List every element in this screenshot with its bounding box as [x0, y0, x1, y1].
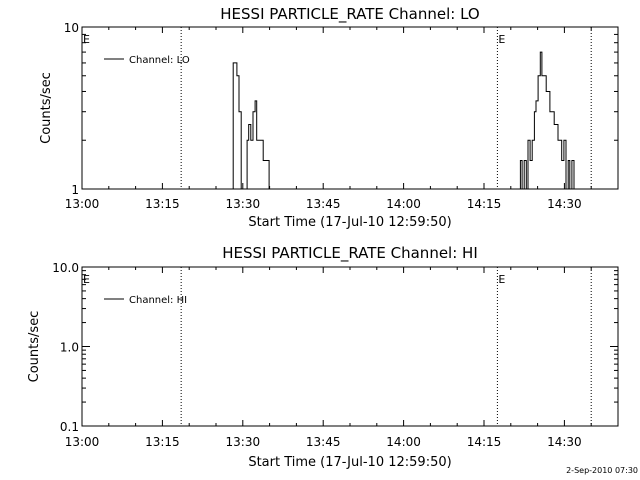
y-tick-label: 0.1	[60, 420, 79, 434]
y-tick-label: 10	[64, 21, 79, 35]
x-tick-label: 14:00	[386, 435, 421, 449]
x-tick-label: 13:15	[145, 435, 180, 449]
x-tick-label: 14:30	[547, 197, 582, 211]
plot-frame	[81, 26, 619, 190]
y-axis-label: Counts/sec	[39, 72, 54, 144]
event-marker-label: E	[498, 33, 505, 46]
event-marker-label: E	[83, 33, 90, 46]
lo-channel-panel: HESSI PARTICLE_RATE Channel: LO 13:00 13:1…	[39, 5, 619, 230]
series-line	[231, 62, 271, 190]
series-line	[518, 51, 576, 190]
x-tick-label: 14:30	[547, 435, 582, 449]
y-tick-label: 1.0	[60, 341, 79, 355]
plot-frame	[81, 266, 619, 427]
generated-timestamp: 2-Sep-2010 07:30	[566, 466, 638, 475]
x-axis-label: Start Time (17-Jul-10 12:59:50)	[248, 455, 451, 470]
chart-title: HESSI PARTICLE_RATE Channel: HI	[222, 244, 478, 263]
event-marker-label: E	[498, 273, 505, 286]
x-tick-label: 14:00	[386, 197, 421, 211]
y-tick-label: 1	[71, 183, 79, 197]
event-marker-label: E	[83, 273, 90, 286]
y-axis-label: Counts/sec	[27, 311, 42, 383]
x-tick-label: 13:30	[226, 197, 261, 211]
chart-title: HESSI PARTICLE_RATE Channel: LO	[220, 5, 479, 24]
y-tick-label: 10.0	[52, 261, 79, 275]
x-tick-label: 13:45	[306, 435, 341, 449]
x-tick-label: 13:00	[65, 435, 100, 449]
x-tick-label: 13:15	[145, 197, 180, 211]
x-tick-label: 14:15	[467, 435, 502, 449]
x-tick-label: 13:30	[226, 435, 261, 449]
x-tick-label: 13:00	[65, 197, 100, 211]
legend-entry: Channel: LO	[129, 55, 190, 66]
x-tick-label: 14:15	[467, 197, 502, 211]
x-tick-label: 13:45	[306, 197, 341, 211]
legend-entry: Channel: HI	[129, 295, 187, 306]
hi-channel-panel: HESSI PARTICLE_RATE Channel: HI 13:00 13:1…	[27, 244, 619, 470]
x-axis-label: Start Time (17-Jul-10 12:59:50)	[248, 215, 451, 230]
